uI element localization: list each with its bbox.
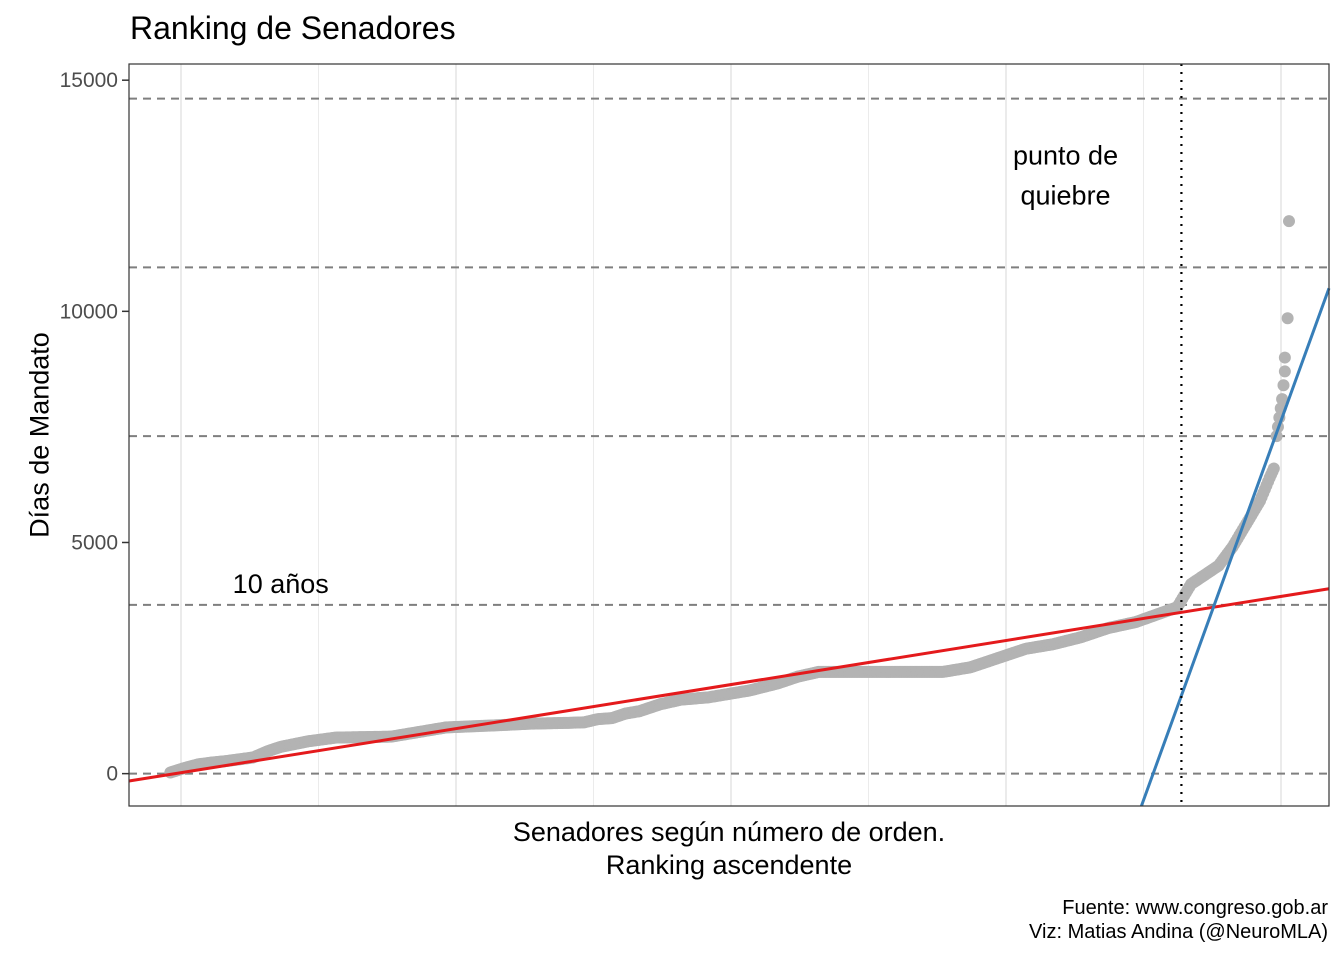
y-tick-label: 15000 — [60, 69, 118, 92]
data-point — [1283, 215, 1295, 228]
data-point — [1278, 365, 1291, 378]
x-axis-label-line2: Ranking ascendente — [605, 850, 853, 880]
y-axis: 0 5000 10000 15000 — [60, 69, 129, 786]
panel-border — [128, 63, 1330, 807]
fit-line — [1140, 287, 1331, 807]
fit-lines — [128, 287, 1331, 807]
breakpoint-label-line1: punto de — [1013, 141, 1118, 171]
y-axis-label: Días de Mandato — [24, 332, 55, 538]
caption-source: Fuente: www.congreso.gob.ar — [1062, 897, 1328, 919]
data-points — [164, 215, 1295, 779]
chart-title: Ranking de Senadores — [130, 10, 456, 46]
grid-layer — [180, 64, 1282, 806]
caption-viz: Viz: Matias Andina (@NeuroMLA) — [1029, 921, 1328, 943]
data-point — [1277, 379, 1290, 392]
breakpoint-label-line2: quiebre — [1021, 181, 1111, 211]
data-point — [1276, 393, 1289, 406]
data-point — [1281, 312, 1294, 325]
y-tick-label: 10000 — [60, 300, 118, 323]
data-point — [1267, 462, 1280, 475]
reference-line-label: 10 años — [233, 569, 329, 599]
fit-line — [128, 587, 1330, 783]
y-tick-label: 0 — [106, 763, 118, 786]
reference-lines — [129, 97, 1329, 775]
annotations: punto de quiebre 10 años — [233, 64, 1183, 806]
x-axis-label-line1: Senadores según número de orden. — [512, 817, 946, 847]
data-point — [1278, 351, 1291, 364]
x-axis-label: Senadores según número de orden. Ranking… — [129, 816, 1329, 882]
y-tick-label: 5000 — [71, 531, 118, 554]
